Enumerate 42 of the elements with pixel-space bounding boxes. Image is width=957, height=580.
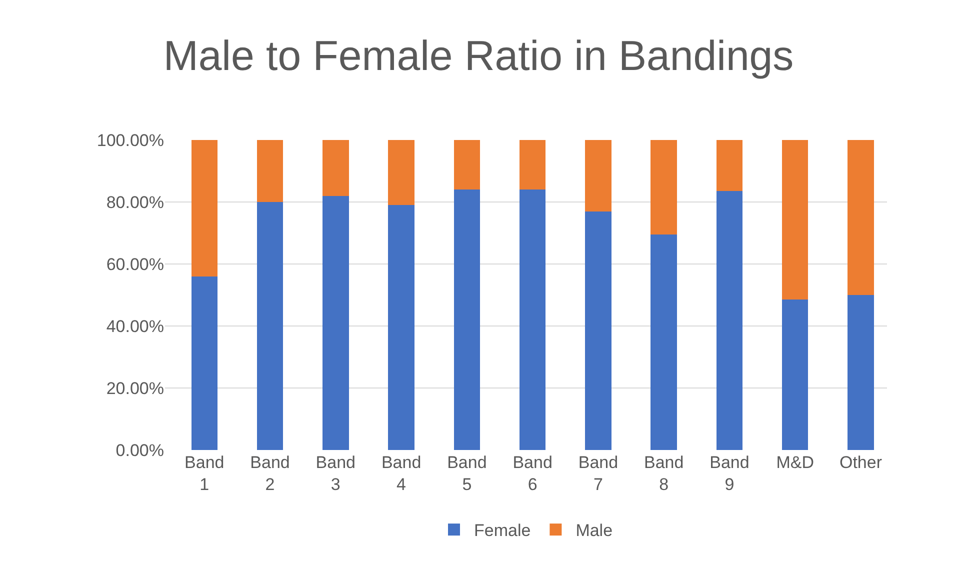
x-tick-label: Band 4 bbox=[381, 453, 422, 494]
bar bbox=[454, 190, 480, 450]
bar bbox=[322, 140, 349, 196]
legend-label: Female bbox=[474, 521, 531, 540]
bar bbox=[191, 140, 218, 276]
bar bbox=[716, 191, 743, 450]
chart-title: Male to Female Ratio in Bandings bbox=[163, 32, 794, 79]
bar bbox=[191, 276, 218, 450]
y-tick-label: 100.00% bbox=[96, 130, 164, 150]
x-tick-label: Band 6 bbox=[512, 453, 552, 494]
bar bbox=[650, 140, 677, 235]
x-tick-label: Band 7 bbox=[578, 453, 618, 494]
x-tick-label: Band 9 bbox=[710, 453, 750, 494]
bar bbox=[256, 140, 284, 202]
bar bbox=[585, 140, 612, 212]
bar bbox=[322, 196, 349, 450]
y-tick-label: 80.00% bbox=[106, 192, 164, 212]
y-tick-label: 60.00% bbox=[106, 254, 164, 274]
bar bbox=[519, 140, 546, 190]
bar bbox=[388, 205, 414, 450]
bar bbox=[650, 234, 677, 450]
y-tick-label: 40.00% bbox=[106, 316, 164, 336]
bar bbox=[519, 190, 546, 450]
x-tick-label: Other bbox=[839, 453, 882, 472]
bar bbox=[256, 202, 284, 450]
bar bbox=[848, 295, 874, 450]
bar bbox=[848, 140, 874, 295]
bar bbox=[388, 140, 414, 206]
x-tick-label: Band 5 bbox=[447, 453, 487, 494]
bar bbox=[585, 211, 612, 450]
bar bbox=[454, 140, 480, 190]
bar bbox=[782, 300, 808, 450]
x-tick-label: M&D bbox=[776, 453, 814, 472]
x-tick-label: Band 3 bbox=[316, 453, 356, 494]
x-tick-label: Band 8 bbox=[644, 453, 684, 494]
bar bbox=[782, 140, 808, 300]
y-tick-label: 0.00% bbox=[116, 440, 164, 460]
bar bbox=[716, 140, 743, 192]
x-tick-label: Band 2 bbox=[250, 453, 290, 494]
x-tick-label: Band 1 bbox=[184, 453, 224, 494]
legend-label: Male bbox=[576, 521, 613, 540]
y-tick-label: 20.00% bbox=[106, 378, 164, 398]
